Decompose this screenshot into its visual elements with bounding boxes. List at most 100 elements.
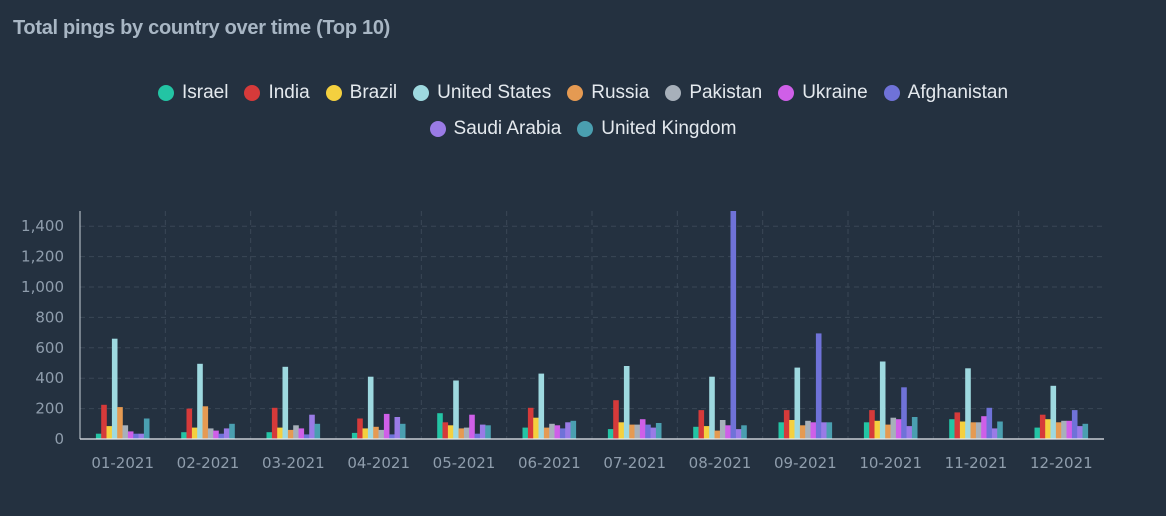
x-tick-label: 04-2021 (347, 454, 410, 472)
bar-india-11-2021 (954, 412, 961, 439)
legend-label: Israel (181, 82, 229, 103)
bar-russia-10-2021 (885, 424, 891, 439)
x-tick-label: 03-2021 (262, 454, 325, 472)
bar-israel-06-2021 (522, 427, 529, 439)
bar-russia-05-2021 (458, 428, 465, 439)
bar-brazil-01-2021 (106, 426, 113, 439)
bar-india-04-2021 (357, 418, 363, 439)
bar-united-kingdom-04-2021 (399, 423, 406, 439)
bar-united-states-03-2021 (282, 366, 289, 439)
legend-row: Israel India Brazil United States Russia Paki… (0, 82, 1166, 104)
bar-saudi-arabia-01-2021 (138, 433, 145, 439)
legend-swatch-icon (883, 85, 900, 101)
bar-united-states-04-2021 (367, 376, 374, 439)
bar-ukraine-09-2021 (810, 422, 817, 439)
legend-item-ukraine[interactable]: Ukraine (778, 82, 868, 104)
bar-israel-04-2021 (351, 432, 358, 439)
legend-item-pakistan[interactable]: Pakistan (665, 82, 762, 104)
bar-saudi-arabia-04-2021 (394, 417, 401, 439)
bar-pakistan-07-2021 (634, 424, 641, 439)
legend-label: Ukraine (802, 82, 868, 103)
bar-afghanistan-07-2021 (645, 424, 651, 439)
legend-label: United Kingdom (601, 118, 737, 139)
bar-saudi-arabia-11-2021 (991, 428, 998, 439)
legend-item-russia[interactable]: Russia (567, 82, 649, 104)
bar-saudi-arabia-05-2021 (479, 424, 486, 439)
legend-swatch-icon (577, 121, 594, 137)
bar-india-03-2021 (271, 407, 278, 439)
bar-brazil-08-2021 (703, 426, 710, 439)
bar-brazil-07-2021 (618, 422, 625, 439)
legend-swatch-icon (325, 85, 342, 101)
bar-united-kingdom-01-2021 (143, 418, 150, 439)
bar-united-states-07-2021 (623, 366, 630, 439)
bar-india-01-2021 (101, 404, 107, 439)
bar-united-kingdom-12-2021 (1082, 423, 1089, 439)
bar-israel-05-2021 (437, 413, 443, 439)
bar-united-states-05-2021 (453, 380, 459, 439)
bar-united-states-09-2021 (794, 367, 801, 439)
bar-israel-07-2021 (607, 429, 614, 439)
bar-russia-04-2021 (373, 426, 379, 439)
bar-united-kingdom-06-2021 (570, 420, 577, 439)
bar-ukraine-07-2021 (639, 419, 646, 439)
legend-item-brazil[interactable]: Brazil (325, 82, 398, 104)
bar-ukraine-02-2021 (213, 430, 219, 439)
legend-label: India (268, 82, 310, 103)
bar-ukraine-03-2021 (298, 428, 305, 439)
legend-label: Russia (591, 82, 650, 103)
x-tick-label: 05-2021 (433, 454, 496, 472)
y-tick-label: 200 (35, 400, 64, 418)
bar-united-kingdom-03-2021 (314, 423, 321, 439)
bar-ukraine-11-2021 (981, 416, 987, 439)
bar-brazil-10-2021 (874, 420, 881, 439)
legend-item-israel[interactable]: Israel (157, 82, 229, 104)
legend-item-united-kingdom[interactable]: United Kingdom (577, 118, 736, 140)
bar-saudi-arabia-06-2021 (565, 422, 571, 439)
bar-united-states-08-2021 (709, 376, 715, 439)
bar-saudi-arabia-12-2021 (1077, 426, 1083, 439)
bar-pakistan-12-2021 (1061, 420, 1067, 439)
legend-label: Pakistan (689, 82, 763, 103)
chart-title: Total pings by country over time (Top 10… (13, 17, 390, 39)
bar-russia-01-2021 (117, 407, 123, 439)
bar-india-12-2021 (1039, 414, 1046, 439)
bar-afghanistan-03-2021 (303, 434, 310, 439)
bar-saudi-arabia-10-2021 (906, 426, 913, 439)
bar-brazil-12-2021 (1045, 419, 1051, 439)
x-tick-label: 07-2021 (603, 454, 666, 472)
bar-india-08-2021 (698, 410, 705, 439)
bar-pakistan-02-2021 (207, 428, 214, 439)
bar-russia-12-2021 (1055, 422, 1062, 439)
bar-india-09-2021 (783, 410, 790, 439)
bar-israel-02-2021 (181, 432, 187, 439)
bar-brazil-11-2021 (959, 421, 966, 439)
bar-united-states-06-2021 (538, 373, 545, 439)
bar-united-kingdom-09-2021 (826, 422, 833, 439)
legend-item-india[interactable]: India (244, 82, 310, 104)
bar-pakistan-05-2021 (463, 427, 470, 439)
bar-pakistan-04-2021 (378, 429, 385, 439)
bar-saudi-arabia-09-2021 (821, 422, 827, 439)
legend-swatch-icon (429, 121, 446, 137)
legend-item-afghanistan[interactable]: Afghanistan (883, 82, 1009, 104)
bar-united-kingdom-11-2021 (997, 421, 1003, 439)
legend-label: Afghanistan (907, 82, 1009, 103)
bar-israel-01-2021 (95, 433, 102, 439)
bar-israel-09-2021 (778, 422, 785, 439)
bar-united-kingdom-05-2021 (485, 425, 491, 439)
legend-label: United States (437, 82, 552, 103)
bar-israel-08-2021 (693, 426, 699, 439)
bar-saudi-arabia-08-2021 (735, 429, 742, 439)
bar-russia-09-2021 (799, 425, 806, 439)
bar-brazil-04-2021 (362, 428, 369, 439)
legend-item-united-states[interactable]: United States (413, 82, 551, 104)
bar-afghanistan-05-2021 (474, 433, 481, 439)
legend-label: Brazil (349, 82, 398, 103)
bar-saudi-arabia-02-2021 (223, 428, 230, 439)
bar-ukraine-06-2021 (554, 425, 561, 439)
bar-united-states-12-2021 (1050, 385, 1057, 439)
legend-swatch-icon (413, 85, 430, 101)
legend-swatch-icon (665, 85, 682, 101)
legend-item-saudi-arabia[interactable]: Saudi Arabia (429, 118, 561, 140)
